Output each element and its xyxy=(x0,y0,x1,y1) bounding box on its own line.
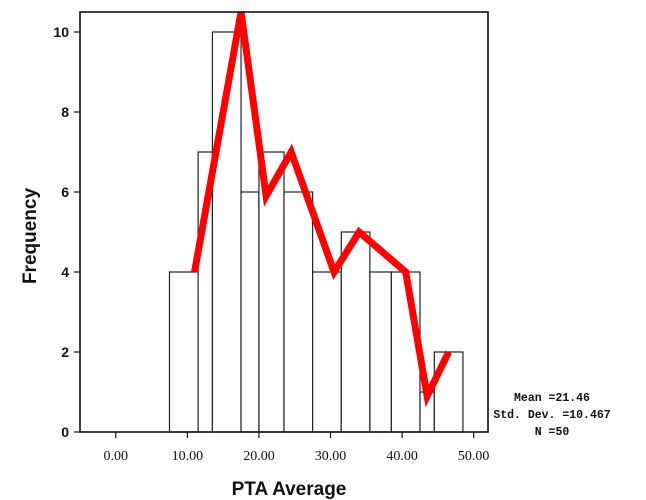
x-tick-label: 30.00 xyxy=(315,449,347,464)
x-tick-label: 20.00 xyxy=(243,449,275,464)
histogram-bar xyxy=(369,271,392,433)
histogram-bar xyxy=(433,351,464,433)
x-tick-label: 40.00 xyxy=(386,449,418,464)
y-tick-label: 0 xyxy=(61,424,69,440)
histogram-bar xyxy=(283,191,314,433)
x-axis-title: PTA Average xyxy=(232,479,347,500)
histogram-bar xyxy=(312,271,342,433)
y-tick-label: 2 xyxy=(61,344,69,360)
stats-std-dev: Std. Dev. =10.467 xyxy=(493,409,610,422)
histogram-bar xyxy=(168,271,199,433)
y-axis-title: Frequency xyxy=(20,188,41,285)
histogram-bar xyxy=(390,271,421,433)
x-axis-ticks: 0.00 10.00 20.00 30.00 40.00 50.00 xyxy=(104,432,490,464)
plot-frame xyxy=(79,11,489,433)
y-tick-label: 8 xyxy=(61,104,69,120)
histogram-bar xyxy=(240,191,260,433)
histogram-bar xyxy=(340,231,371,433)
frequency-polygon-line xyxy=(191,11,452,408)
y-tick-label: 4 xyxy=(61,264,69,280)
stats-n: N =50 xyxy=(535,426,570,439)
x-tick-label: 50.00 xyxy=(458,449,490,464)
stats-mean: Mean =21.46 xyxy=(514,392,590,405)
y-axis-ticks: 0 2 4 6 8 10 xyxy=(53,24,80,440)
y-tick-label: 6 xyxy=(61,184,69,200)
histogram-bars xyxy=(168,31,464,433)
y-tick-label: 10 xyxy=(53,24,69,40)
x-tick-label: 10.00 xyxy=(172,449,204,464)
x-tick-label: 0.00 xyxy=(104,449,129,464)
